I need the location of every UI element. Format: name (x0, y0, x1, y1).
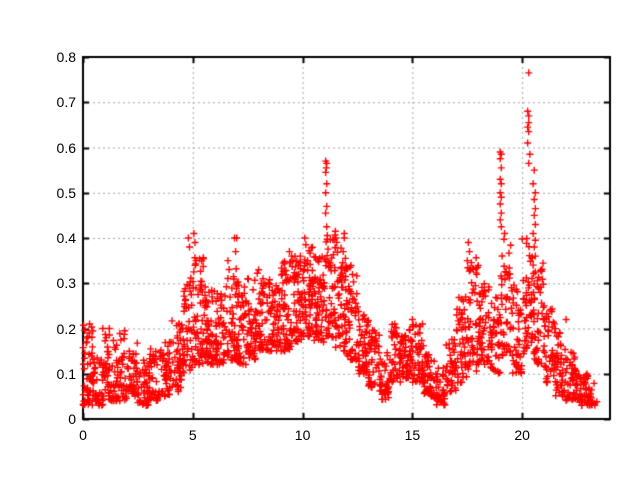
x-tick-label: 5 (188, 427, 197, 443)
x-tick-label: 10 (294, 427, 311, 443)
x-tick-label: 0 (79, 427, 87, 443)
y-tick-label: 0.5 (56, 184, 76, 201)
y-tick-label: 0.4 (56, 230, 76, 246)
y-tick-label: 0.1 (56, 365, 76, 382)
y-tick-label: 0.2 (56, 320, 76, 337)
y-tick-label: 0.6 (56, 139, 76, 156)
x-tick-label: 15 (404, 427, 421, 443)
y-tick-label: 0.7 (56, 94, 76, 111)
x-tick-label: 20 (514, 427, 530, 443)
y-tick-label: 0.8 (56, 49, 76, 65)
y-tick-label: 0.3 (56, 275, 76, 292)
y-tick-label: 0 (68, 411, 76, 427)
